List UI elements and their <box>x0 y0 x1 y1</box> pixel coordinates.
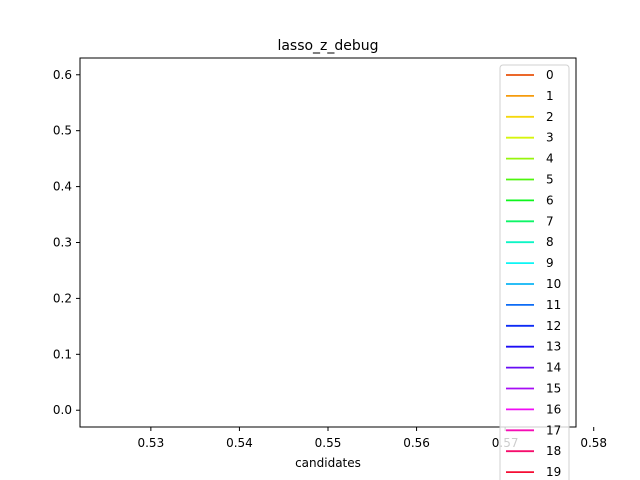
legend-label: 2 <box>546 110 554 124</box>
legend-label: 9 <box>546 256 554 270</box>
legend-label: 17 <box>546 423 561 437</box>
chart-title: lasso_z_debug <box>277 38 378 54</box>
legend-label: 19 <box>546 465 561 479</box>
legend-label: 1 <box>546 89 554 103</box>
y-tick-label: 0.0 <box>53 403 72 417</box>
x-tick-label: 0.56 <box>403 436 430 450</box>
y-tick-label: 0.2 <box>53 291 72 305</box>
legend-label: 15 <box>546 382 561 396</box>
y-tick-label: 0.5 <box>53 124 72 138</box>
x-axis-label: candidates <box>295 456 361 470</box>
y-tick-label: 0.3 <box>53 236 72 250</box>
legend-label: 0 <box>546 68 554 82</box>
x-tick-label: 0.55 <box>315 436 342 450</box>
x-tick-label: 0.53 <box>137 436 164 450</box>
y-tick-label: 0.4 <box>53 180 72 194</box>
legend-label: 8 <box>546 235 554 249</box>
legend-label: 12 <box>546 319 561 333</box>
y-tick-label: 0.6 <box>53 68 72 82</box>
legend-label: 3 <box>546 131 554 145</box>
legend-label: 18 <box>546 444 561 458</box>
legend-label: 5 <box>546 173 554 187</box>
x-tick-label: 0.54 <box>226 436 253 450</box>
legend-label: 14 <box>546 361 561 375</box>
legend-label: 7 <box>546 214 554 228</box>
legend-label: 6 <box>546 193 554 207</box>
plot-area <box>79 57 577 428</box>
legend-label: 16 <box>546 402 561 416</box>
legend-label: 13 <box>546 340 561 354</box>
legend-label: 4 <box>546 152 554 166</box>
y-axis: 0.0 0.1 0.2 0.3 0.4 0.5 0.6 <box>53 68 80 417</box>
legend-label: 11 <box>546 298 561 312</box>
y-tick-label: 0.1 <box>53 347 72 361</box>
x-tick-label: 0.58 <box>580 436 607 450</box>
legend-box <box>499 64 570 480</box>
legend-label: 10 <box>546 277 561 291</box>
